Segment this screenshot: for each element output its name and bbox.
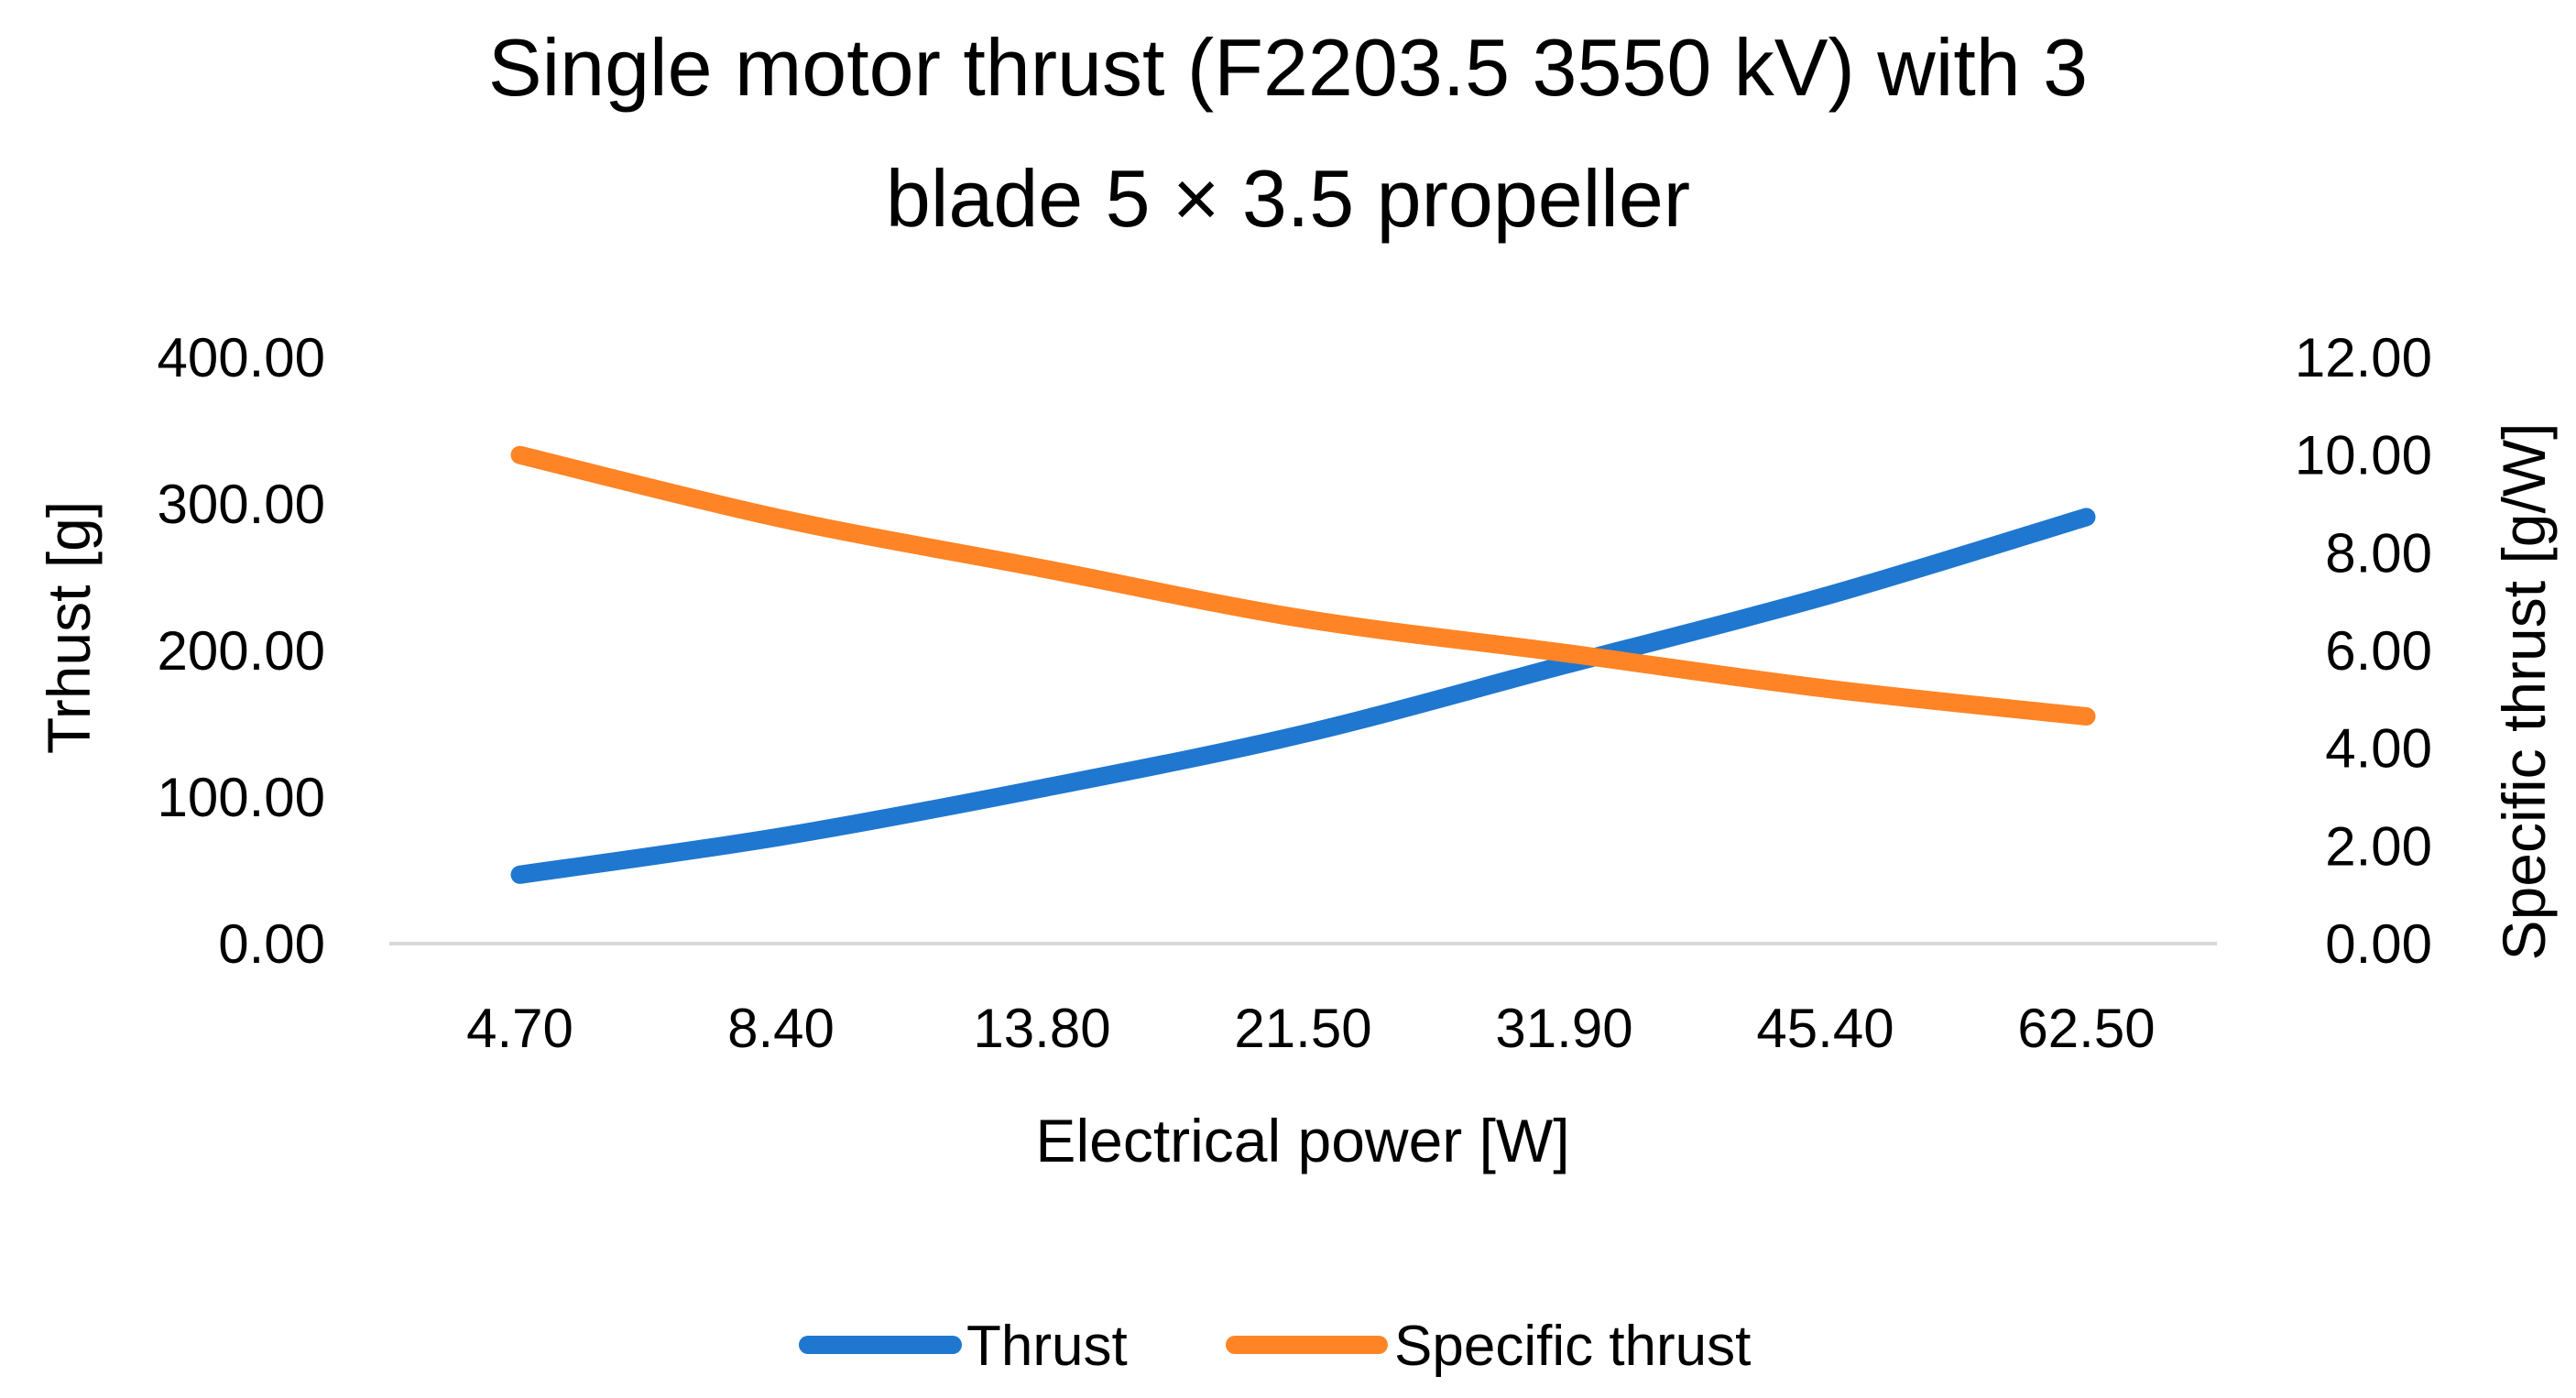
x-axis-title: Electrical power [W] xyxy=(1035,1107,1569,1174)
series-line-specific-thrust xyxy=(510,445,2096,726)
y-axis-ticks: 0.00 100.00 200.00 300.00 400.00 xyxy=(157,327,325,975)
y-tick-label: 300.00 xyxy=(157,474,325,535)
y2-tick-label: 6.00 xyxy=(2325,620,2432,682)
y2-tick-label: 8.00 xyxy=(2325,522,2432,584)
x-axis-ticks: 4.70 8.40 13.80 21.50 31.90 45.40 62.50 xyxy=(466,998,2155,1059)
y-tick-label: 200.00 xyxy=(157,620,325,682)
chart-title-line-1: Single motor thrust (F2203.5 3550 kV) wi… xyxy=(488,22,2088,113)
x-tick-label: 31.90 xyxy=(1495,998,1632,1059)
y2-axis-ticks: 0.00 2.00 4.00 6.00 8.00 10.00 12.00 xyxy=(2295,327,2432,975)
y-tick-label: 0.00 xyxy=(218,913,325,975)
y-tick-label: 100.00 xyxy=(157,767,325,828)
y-axis-title: Trhust [g] xyxy=(35,501,103,754)
x-tick-label: 4.70 xyxy=(466,998,573,1059)
y2-tick-label: 0.00 xyxy=(2325,913,2432,975)
y2-tick-label: 12.00 xyxy=(2295,327,2432,388)
x-tick-label: 62.50 xyxy=(2017,998,2155,1059)
y2-tick-label: 4.00 xyxy=(2325,718,2432,780)
series-line-thrust xyxy=(510,508,2096,884)
y2-axis-title: Specific thrust [g/W] xyxy=(2490,423,2558,961)
y2-tick-label: 2.00 xyxy=(2325,815,2432,877)
x-tick-label: 21.50 xyxy=(1234,998,1371,1059)
x-tick-label: 13.80 xyxy=(973,998,1110,1059)
legend: Thrust Specific thrust xyxy=(799,1315,1751,1378)
x-tick-label: 45.40 xyxy=(1756,998,1894,1059)
chart-title: Single motor thrust (F2203.5 3550 kV) wi… xyxy=(488,22,2088,244)
series-lines xyxy=(510,445,2096,884)
legend-label-specific-thrust: Specific thrust xyxy=(1394,1315,1751,1378)
x-tick-label: 8.40 xyxy=(727,998,835,1059)
y-tick-label: 400.00 xyxy=(157,327,325,388)
legend-label-thrust: Thrust xyxy=(966,1315,1128,1378)
chart-title-line-2: blade 5 × 3.5 propeller xyxy=(886,153,1690,244)
y2-tick-label: 10.00 xyxy=(2295,425,2432,486)
